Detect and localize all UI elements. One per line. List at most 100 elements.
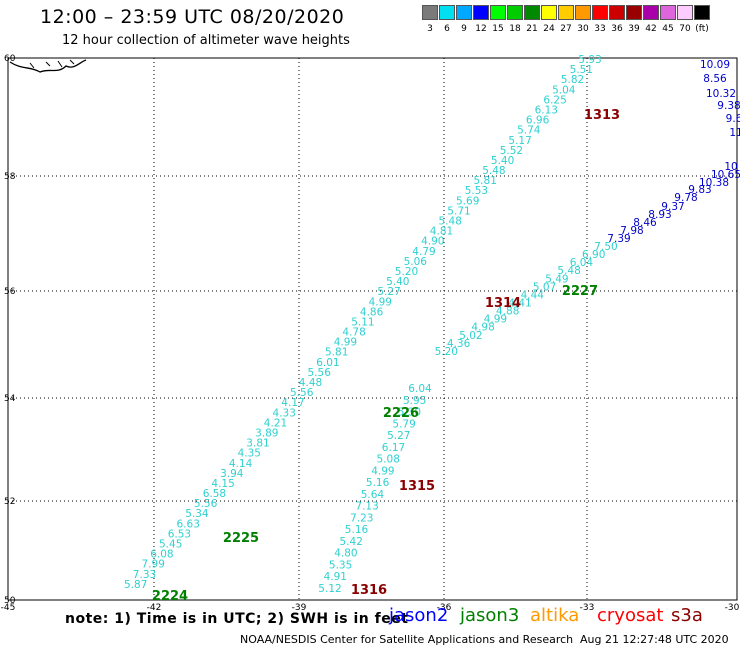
color-swatch	[626, 5, 642, 20]
wave-height-value: 4.81	[430, 226, 453, 238]
pass-label: 2224	[152, 589, 188, 604]
latitude-tick-label: 50	[4, 596, 16, 606]
wave-height-value: 5.81	[325, 347, 348, 359]
wave-height-value: 7.33	[133, 569, 156, 581]
wave-height-value: 5.40	[386, 276, 409, 288]
wave-height-value: 5.69	[456, 195, 479, 207]
pass-label: 2226	[383, 406, 419, 421]
pass-label: 2225	[223, 531, 259, 546]
wave-height-value: 10.32	[706, 88, 736, 100]
wave-height-value: 5.56	[290, 387, 314, 399]
color-swatch	[592, 5, 608, 20]
wave-height-value: 5.81	[474, 175, 497, 187]
wave-height-value: 5.82	[561, 74, 584, 86]
color-swatch-label: 30	[577, 24, 589, 34]
color-swatch	[507, 5, 523, 20]
wave-height-value: 5.27	[387, 430, 410, 442]
legend-item-jason3: jason3	[460, 605, 520, 626]
color-swatch-label: 70	[679, 24, 691, 34]
wave-height-value: 4.99	[334, 337, 357, 349]
pass-label: 1313	[584, 108, 620, 123]
wave-height-value: 7.23	[350, 512, 373, 524]
wave-height-value: 5.48	[482, 165, 505, 177]
pass-label: 2227	[562, 284, 598, 299]
color-swatch	[575, 5, 591, 20]
wave-height-value: 4.15	[211, 478, 234, 490]
wave-height-value: 4.33	[273, 407, 296, 419]
wave-height-value: 5.02	[459, 330, 482, 342]
wave-height-value: 6.04	[570, 257, 594, 269]
generated-timestamp: Aug 21 12:27:48 UTC 2020	[580, 633, 729, 646]
wave-height-value: 5.87	[124, 579, 147, 591]
wave-height-value: 4.99	[371, 465, 394, 477]
color-swatch-label: 45	[662, 24, 674, 34]
color-swatch	[490, 5, 506, 20]
wave-height-value: 4.48	[299, 377, 322, 389]
wave-height-value: 5.35	[329, 560, 352, 572]
wave-height-value: 10	[724, 161, 737, 173]
color-swatch	[524, 5, 540, 20]
pass-label: 1315	[399, 479, 435, 494]
wave-height-value: 5.56	[194, 498, 218, 510]
wave-height-value: 7.39	[607, 233, 630, 245]
wave-height-value: 4.80	[334, 548, 357, 560]
wave-height-value: 11	[729, 127, 740, 139]
wave-height-value: 5.07	[533, 281, 556, 293]
wave-height-value: 6.58	[203, 488, 226, 500]
wave-height-value: 5.48	[557, 265, 580, 277]
wave-height-value: 6.63	[177, 518, 200, 530]
longitude-tick-label: -36	[437, 603, 452, 613]
wave-height-value: 10.09	[700, 59, 730, 71]
color-swatch	[694, 5, 710, 20]
color-swatch-label: 9	[461, 24, 467, 34]
color-swatch	[439, 5, 455, 20]
wave-height-value: 5.74	[517, 125, 541, 137]
wave-height-value: 6.90	[582, 249, 605, 261]
wave-height-value: 4.90	[421, 236, 444, 248]
wave-height-value: 4.79	[412, 246, 435, 258]
map-frame	[7, 57, 738, 601]
wave-height-value: 5.95	[403, 395, 426, 407]
longitude-tick-label: -33	[580, 603, 595, 613]
map-subtitle: 12 hour collection of altimeter wave hei…	[62, 33, 350, 48]
wave-height-value: 5.30	[398, 407, 421, 419]
wave-height-value: 3.89	[255, 428, 278, 440]
wave-height-value: 6.08	[150, 549, 173, 561]
color-swatch-label: 21	[526, 24, 538, 34]
latitude-tick-label: 60	[4, 54, 16, 64]
color-swatch	[609, 5, 625, 20]
wave-height-value: 5.04	[552, 84, 576, 96]
wave-height-value: 9.83	[688, 184, 711, 196]
wave-height-value: 5.42	[340, 536, 363, 548]
color-swatch-label: 33	[594, 24, 606, 34]
wave-height-value: 7.98	[620, 225, 643, 237]
wave-height-value: 5.16	[366, 477, 390, 489]
wave-height-value: 5.40	[491, 155, 514, 167]
wave-height-value: 9.78	[674, 192, 697, 204]
wave-height-value: 4.35	[238, 448, 261, 460]
latitude-tick-label: 54	[4, 394, 16, 404]
wave-height-value: 4.86	[360, 306, 384, 318]
wave-height-value: 4.78	[342, 327, 365, 339]
color-swatch-label: 18	[509, 24, 521, 34]
wave-height-value: 4.14	[229, 458, 253, 470]
credit-line: NOAA/NESDIS Center for Satellite Applica…	[240, 633, 574, 646]
color-swatch-label: 27	[560, 24, 572, 34]
wave-height-value: 6.96	[526, 115, 550, 127]
color-swatch-label: 15	[492, 24, 504, 34]
wave-height-value: 5.17	[508, 135, 531, 147]
wave-height-value: 4.41	[508, 298, 531, 310]
wave-height-value: 5.53	[465, 185, 488, 197]
color-swatch-label: 39	[628, 24, 640, 34]
wave-height-value: 3.94	[220, 468, 244, 480]
longitude-tick-label: -42	[147, 603, 162, 613]
latitude-tick-label: 58	[4, 172, 16, 182]
footnote: note: 1) Time is in UTC; 2) SWH is in fe…	[65, 611, 409, 627]
wave-height-value: 5.12	[318, 583, 341, 595]
color-swatch	[643, 5, 659, 20]
color-swatch-label: (ft)	[695, 24, 709, 34]
wave-height-value: 6.04	[408, 383, 432, 395]
legend-item-jason2: jason2	[389, 605, 449, 626]
longitude-tick-label: -45	[1, 603, 16, 613]
wave-height-value: 5.16	[345, 524, 369, 536]
